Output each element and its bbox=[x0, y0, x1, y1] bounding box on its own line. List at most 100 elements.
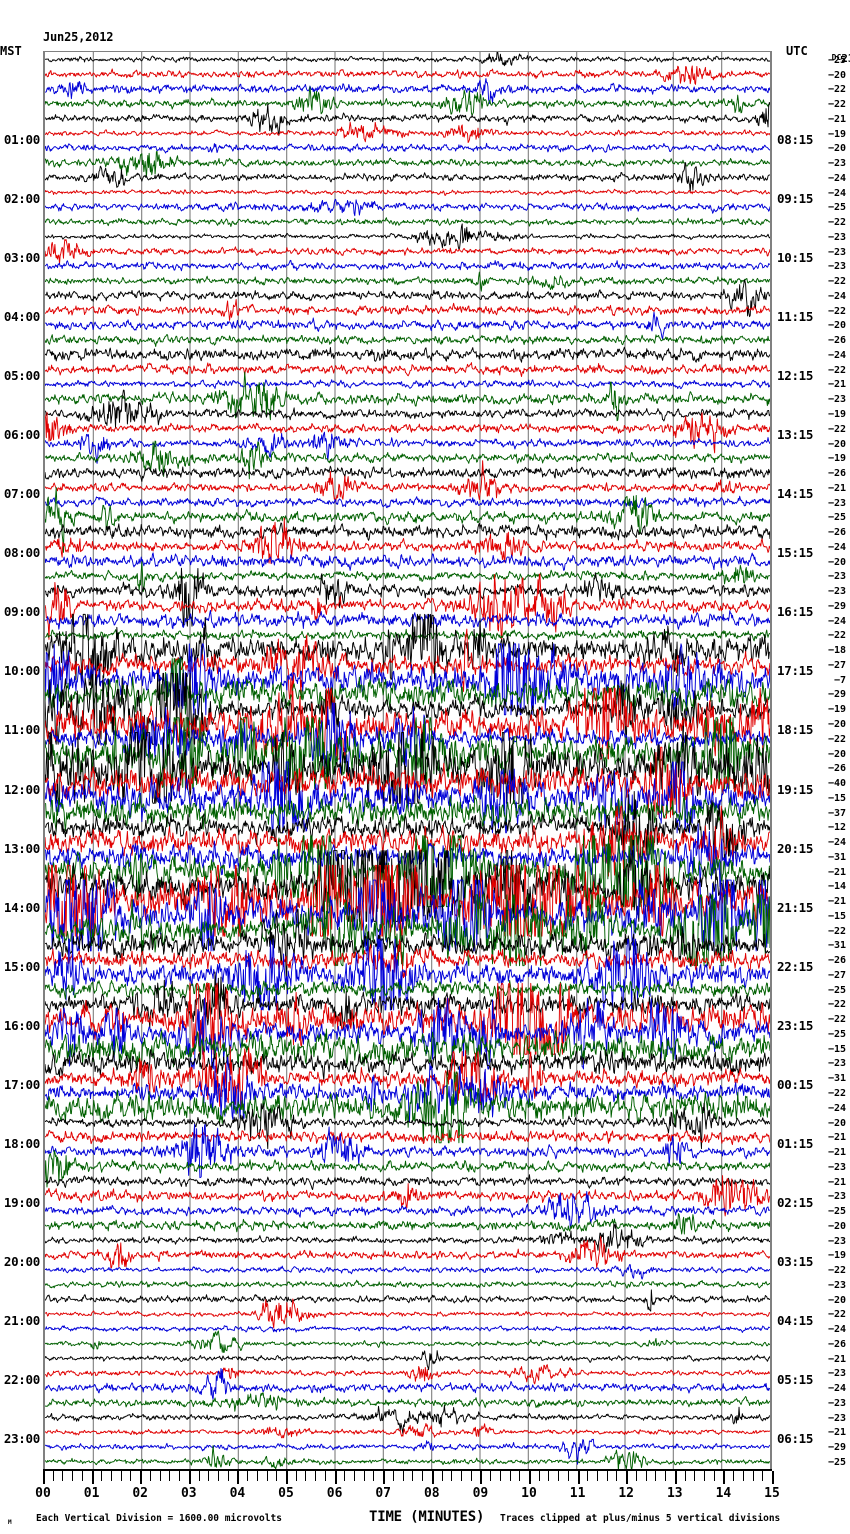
dc-offset-value: −25 bbox=[827, 1206, 846, 1218]
dc-offset-value: −23 bbox=[827, 246, 846, 258]
dc-offset-value: −29 bbox=[827, 1442, 846, 1454]
utc-hour-label: 05:15 bbox=[777, 1371, 814, 1387]
dc-offset-value: −19 bbox=[827, 453, 846, 465]
dc-offset-value: −18 bbox=[827, 645, 846, 657]
x-axis-tick-label: 07 bbox=[375, 1486, 392, 1501]
x-axis-major-tick bbox=[334, 1471, 337, 1484]
dc-offset-value: −23 bbox=[827, 1161, 846, 1173]
x-axis-tick-label: 08 bbox=[423, 1486, 440, 1501]
x-axis-minor-tick bbox=[344, 1471, 346, 1481]
x-axis-minor-tick bbox=[451, 1471, 453, 1481]
dc-offset-value: −22 bbox=[827, 217, 846, 229]
x-axis-minor-tick bbox=[635, 1471, 637, 1481]
utc-hour-label: 13:15 bbox=[777, 427, 814, 443]
x-axis-minor-tick bbox=[159, 1471, 161, 1481]
x-axis-minor-tick bbox=[52, 1471, 54, 1481]
x-axis-minor-tick bbox=[169, 1471, 171, 1481]
x-axis-minor-tick bbox=[179, 1471, 181, 1481]
utc-hour-label: 08:15 bbox=[777, 132, 814, 148]
dc-offset-value: −21 bbox=[827, 896, 846, 908]
dc-offset-value: −23 bbox=[827, 1368, 846, 1380]
x-axis-minor-tick bbox=[62, 1471, 64, 1481]
utc-hour-label: 01:15 bbox=[777, 1135, 814, 1151]
x-axis-tick-label: 14 bbox=[715, 1486, 732, 1501]
dc-offset-value: −19 bbox=[827, 128, 846, 140]
dc-offset-value: −22 bbox=[827, 99, 846, 111]
x-axis-major-tick bbox=[529, 1471, 531, 1484]
x-axis-major-tick bbox=[577, 1471, 580, 1484]
mst-hour-label: 12:00 bbox=[3, 781, 40, 797]
dc-offset-value: −24 bbox=[827, 187, 846, 199]
mst-hour-label: 05:00 bbox=[3, 368, 40, 384]
x-axis-minor-tick bbox=[684, 1471, 686, 1481]
dc-offset-value: −27 bbox=[827, 659, 846, 671]
dc-offset-value: −20 bbox=[827, 1294, 846, 1306]
dc-offset-value: −21 bbox=[827, 482, 846, 494]
dc-offset-value: −22 bbox=[827, 1087, 846, 1099]
x-axis-major-tick bbox=[140, 1471, 143, 1484]
dc-offset-value: −20 bbox=[827, 438, 846, 450]
x-axis-minor-tick bbox=[315, 1471, 317, 1481]
x-axis-minor-tick bbox=[208, 1471, 210, 1481]
x-axis-minor-tick bbox=[499, 1471, 501, 1481]
dc-offset-value: −26 bbox=[827, 763, 846, 775]
x-axis-major-tick bbox=[286, 1471, 288, 1484]
mst-hour-label: 21:00 bbox=[3, 1312, 40, 1328]
dc-offset-value: −21 bbox=[827, 1353, 846, 1365]
x-axis-minor-tick bbox=[120, 1471, 122, 1481]
x-axis-major-tick bbox=[723, 1471, 726, 1484]
mst-hour-label: 02:00 bbox=[3, 191, 40, 207]
dc-offset-value: −15 bbox=[827, 1043, 846, 1055]
dc-offset-value: −26 bbox=[827, 527, 846, 539]
x-axis-minor-tick bbox=[72, 1471, 74, 1481]
x-axis-minor-tick bbox=[256, 1471, 258, 1481]
dc-offset-value: −24 bbox=[827, 615, 846, 627]
utc-hour-label: 00:15 bbox=[777, 1076, 814, 1092]
x-axis-tick-label: 02 bbox=[132, 1486, 149, 1501]
utc-hour-label: 23:15 bbox=[777, 1017, 814, 1033]
dc-offset-value: −15 bbox=[827, 910, 846, 922]
x-axis-minor-tick bbox=[81, 1471, 83, 1481]
dc-offset-value: −23 bbox=[827, 158, 846, 170]
dc-offset-value: −25 bbox=[827, 54, 846, 66]
x-axis-minor-tick bbox=[354, 1471, 356, 1481]
utc-hour-label: 17:15 bbox=[777, 663, 814, 679]
dc-offset-value: −23 bbox=[827, 571, 846, 583]
dc-offset-value: −29 bbox=[827, 600, 846, 612]
x-axis-tick-label: 13 bbox=[666, 1486, 683, 1501]
utc-hour-label: 06:15 bbox=[777, 1430, 814, 1446]
x-axis-minor-tick bbox=[694, 1471, 696, 1481]
dc-offset-value: −24 bbox=[827, 1383, 846, 1395]
x-axis-tick-label: 05 bbox=[278, 1486, 294, 1501]
clipping-note: Traces clipped at plus/minus 5 vertical … bbox=[500, 1513, 781, 1524]
dc-offset-value: −22 bbox=[827, 1265, 846, 1277]
dc-offset-value: −24 bbox=[827, 1102, 846, 1114]
dc-offset-value: −20 bbox=[827, 69, 846, 81]
x-axis-minor-tick bbox=[538, 1471, 540, 1481]
dc-offset-value: −21 bbox=[827, 113, 846, 125]
x-axis-minor-tick bbox=[305, 1471, 307, 1481]
utc-hour-label: 15:15 bbox=[777, 545, 814, 561]
x-axis-minor-tick bbox=[324, 1471, 326, 1481]
x-axis-tick-label: 06 bbox=[326, 1486, 343, 1501]
x-axis-minor-tick bbox=[509, 1471, 511, 1481]
utc-hour-label: 04:15 bbox=[777, 1312, 814, 1328]
mst-hour-label: 14:00 bbox=[3, 899, 40, 915]
dc-column-header: DC23 bbox=[822, 43, 850, 65]
dc-offset-value: −25 bbox=[827, 1457, 846, 1468]
dc-offset-value: −7 bbox=[833, 674, 846, 686]
dc-offset-value: −22 bbox=[827, 364, 846, 376]
x-axis-minor-tick bbox=[490, 1471, 492, 1481]
x-axis-major-tick bbox=[91, 1471, 94, 1484]
x-axis-major-tick bbox=[480, 1471, 483, 1484]
x-axis-tick-label: 10 bbox=[521, 1486, 537, 1501]
dc-offset-value: −20 bbox=[827, 748, 846, 760]
mst-hour-label: 09:00 bbox=[3, 604, 40, 620]
right-timezone-label: UTC bbox=[786, 44, 808, 58]
x-axis-minor-tick bbox=[713, 1471, 715, 1481]
x-axis-minor-tick bbox=[703, 1471, 705, 1481]
dc-offset-value: −27 bbox=[827, 969, 846, 981]
dc-offset-value: −25 bbox=[827, 512, 846, 524]
dc-offset-value: −23 bbox=[827, 1191, 846, 1203]
utc-hour-label: 11:15 bbox=[777, 309, 814, 325]
